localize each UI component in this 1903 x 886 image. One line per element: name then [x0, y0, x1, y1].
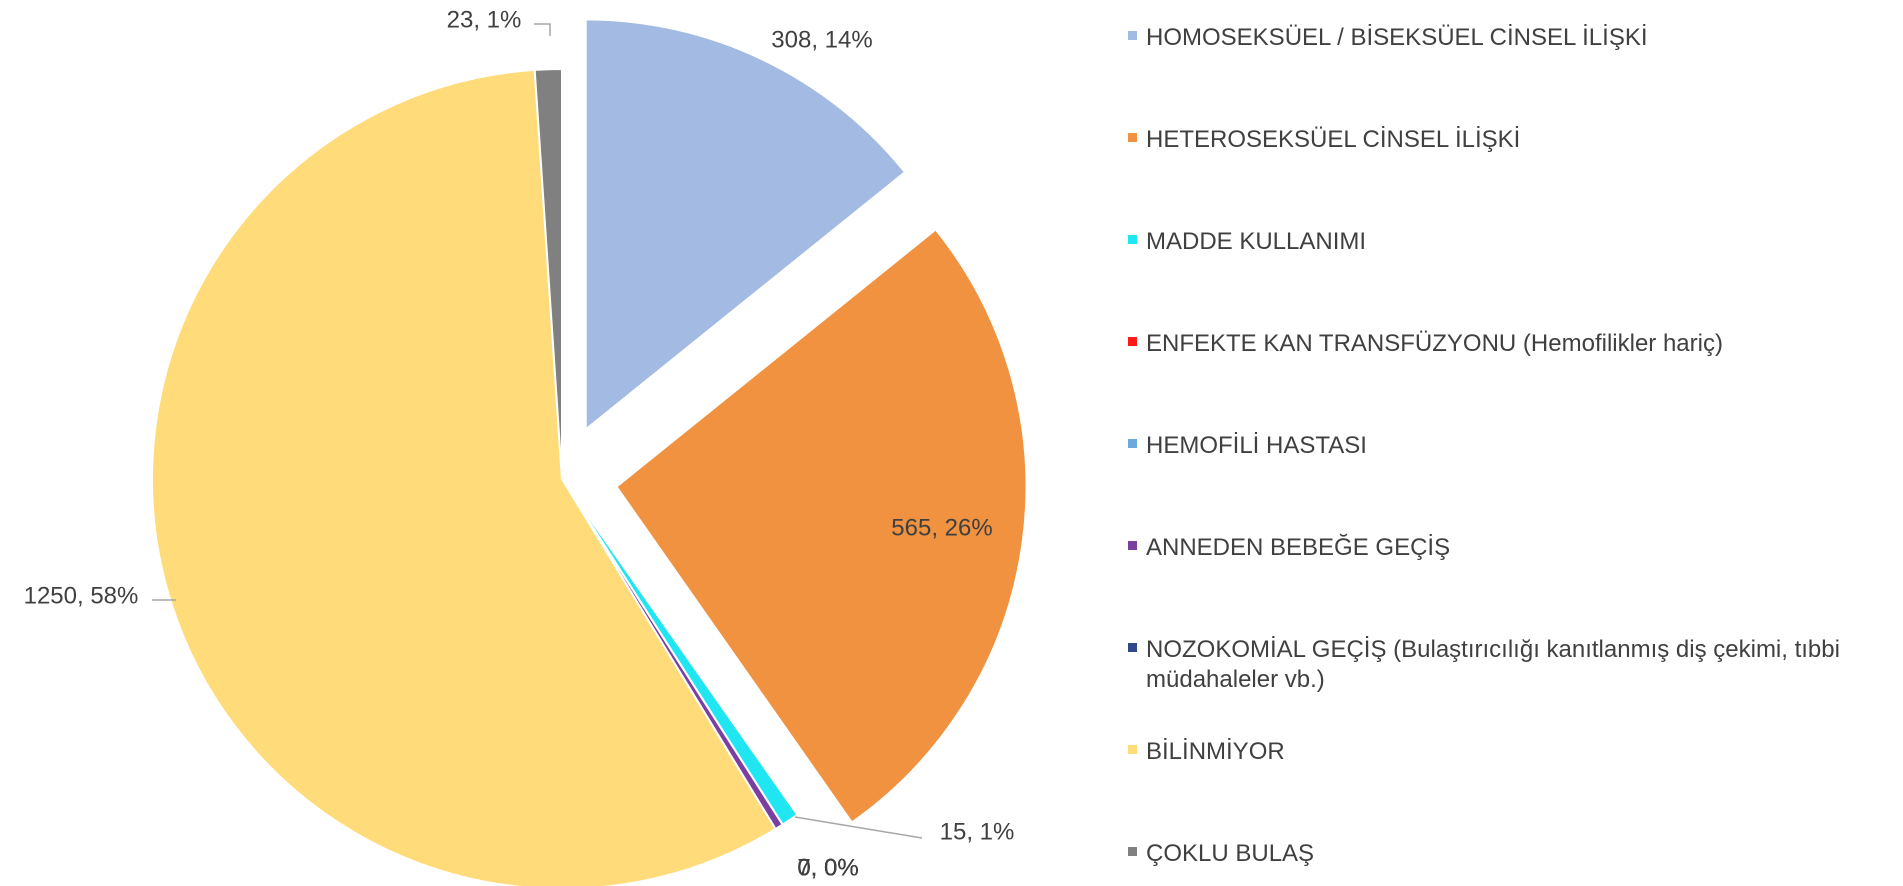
legend-label: NOZOKOMİAL GEÇİŞ (Bulaştırıcılığı kanıtl…	[1146, 636, 1840, 693]
legend-item: HOMOSEKSÜEL / BİSEKSÜEL CİNSEL İLİŞKİ	[1126, 23, 1886, 53]
legend-item: MADDE KULLANIMI	[1126, 227, 1886, 257]
legend-item: HETEROSEKSÜEL CİNSEL İLİŞKİ	[1126, 125, 1886, 155]
leader-line	[794, 816, 923, 839]
legend-label: HOMOSEKSÜEL / BİSEKSÜEL CİNSEL İLİŞKİ	[1146, 24, 1648, 51]
legend-label: HETEROSEKSÜEL CİNSEL İLİŞKİ	[1146, 126, 1521, 153]
data-label: 0, 0%	[797, 854, 858, 881]
legend-label: MADDE KULLANIMI	[1146, 228, 1367, 255]
pie-slice	[533, 67, 563, 480]
legend-item: NOZOKOMİAL GEÇİŞ (Bulaştırıcılığı kanıtl…	[1126, 635, 1886, 695]
legend-label: ÇOKLU BULAŞ	[1146, 840, 1315, 867]
legend-item: ANNEDEN BEBEĞE GEÇİŞ	[1126, 533, 1886, 563]
legend-item: ENFEKTE KAN TRANSFÜZYONU (Hemofilikler h…	[1126, 329, 1886, 359]
data-label: 565, 26%	[891, 514, 992, 541]
data-label: 1250, 58%	[24, 582, 139, 609]
legend-label: ENFEKTE KAN TRANSFÜZYONU (Hemofilikler h…	[1146, 330, 1723, 357]
legend-label: ANNEDEN BEBEĞE GEÇİŞ	[1146, 534, 1451, 561]
pie-slice	[584, 18, 907, 432]
data-label: 308, 14%	[771, 26, 872, 53]
legend-swatch	[1128, 31, 1137, 40]
data-label: 0, 0%	[797, 854, 858, 881]
legend-swatch	[1128, 337, 1137, 346]
legend-swatch	[1128, 133, 1137, 142]
pie-slice	[151, 68, 777, 886]
data-label: 23, 1%	[447, 6, 522, 33]
legend-swatch	[1128, 541, 1137, 550]
pie-slice	[615, 228, 1028, 824]
legend-swatch	[1128, 643, 1137, 652]
data-label: 7, 0%	[797, 854, 858, 881]
legend-swatch	[1128, 235, 1137, 244]
data-label: 0, 0%	[797, 854, 858, 881]
legend-label: HEMOFİLİ HASTASI	[1146, 432, 1367, 459]
leader-line	[534, 23, 551, 36]
legend-swatch	[1128, 745, 1137, 754]
legend-item: HEMOFİLİ HASTASI	[1126, 431, 1886, 461]
data-label: 15, 1%	[940, 818, 1015, 845]
legend-swatch	[1128, 439, 1137, 448]
legend-swatch	[1128, 847, 1137, 856]
legend-item: ÇOKLU BULAŞ	[1126, 839, 1886, 869]
legend-label: BİLİNMİYOR	[1146, 738, 1285, 765]
legend-item: BİLİNMİYOR	[1126, 737, 1886, 767]
